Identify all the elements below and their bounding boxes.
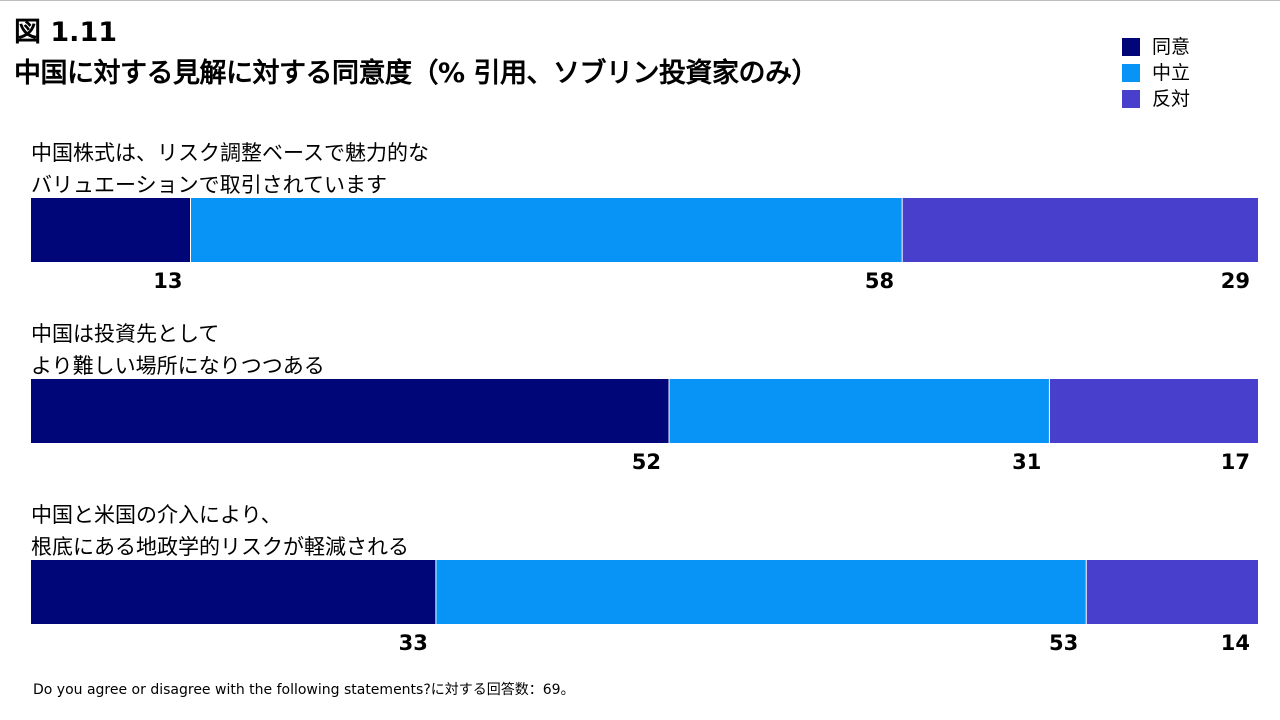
legend-label-agree: 同意 [1152,36,1191,58]
category-label-3-line-1: 中国と米国の介入により、 [31,503,282,527]
data-label-agree-3: 33 [399,631,428,655]
category-label-2-line-2: より難しい場所になりつつある [31,354,325,378]
bar-segment-agree-1 [31,198,191,262]
figure-label: 図 1.11 [14,17,118,48]
legend-swatch-neutral [1122,64,1140,82]
category-label-3-line-2: 根底にある地政学的リスクが軽減される [31,535,409,559]
category-label-2-line-1: 中国は投資先として [31,322,219,346]
bar-segment-disagree-3 [1086,560,1258,624]
legend-item-disagree: 反対 [1122,86,1272,112]
legend-label-neutral: 中立 [1152,62,1191,84]
category-label-1-line-2: バリュエーションで取引されています [31,173,387,197]
data-label-neutral-1: 58 [865,269,894,293]
data-label-neutral-3: 53 [1049,631,1078,655]
bar-segment-agree-2 [31,379,670,443]
legend-swatch-disagree [1122,90,1140,108]
legend: 同意 中立 反対 [1122,34,1272,112]
data-label-disagree-3: 14 [1221,631,1250,655]
bar-segment-disagree-1 [902,198,1258,262]
legend-swatch-agree [1122,38,1140,56]
bar-segment-neutral-2 [669,379,1050,443]
top-rule [0,0,1280,1]
bar-segment-neutral-3 [435,560,1087,624]
data-label-agree-2: 52 [632,450,661,474]
category-label-1-line-1: 中国株式は、リスク調整ベースで魅力的な [31,141,429,165]
data-label-disagree-1: 29 [1221,269,1250,293]
bar-segment-disagree-2 [1049,379,1258,443]
footnote: Do you agree or disagree with the follow… [33,682,575,698]
chart-title: 中国に対する見解に対する同意度（% 引用、ソブリン投資家のみ） [14,58,818,89]
data-label-neutral-2: 31 [1012,450,1041,474]
legend-item-agree: 同意 [1122,34,1272,60]
bar-segment-agree-3 [31,560,436,624]
legend-item-neutral: 中立 [1122,60,1272,86]
legend-label-disagree: 反対 [1152,88,1191,110]
data-label-agree-1: 13 [153,269,182,293]
data-label-disagree-2: 17 [1221,450,1250,474]
bar-segment-neutral-1 [190,198,903,262]
